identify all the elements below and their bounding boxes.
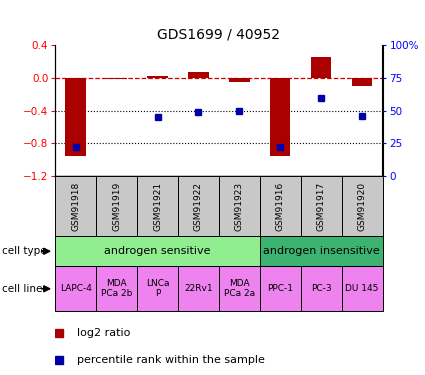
Bar [188,72,209,78]
Text: cell line: cell line [2,284,42,294]
Bar [219,176,260,236]
Bar [55,176,96,236]
Bar [137,266,178,311]
Text: PPC-1: PPC-1 [267,284,293,293]
Bar [260,176,300,236]
Bar [137,176,178,236]
Bar [342,176,383,236]
Text: LNCa
P: LNCa P [146,279,169,298]
Text: percentile rank within the sample: percentile rank within the sample [76,355,264,365]
Text: GSM91920: GSM91920 [357,182,366,231]
Bar [260,236,382,266]
Bar [65,78,86,156]
Bar [147,76,168,78]
Bar [342,266,383,311]
Text: androgen sensitive: androgen sensitive [104,246,211,256]
Bar [219,266,260,311]
Text: MDA
PCa 2a: MDA PCa 2a [224,279,255,298]
Text: androgen insensitive: androgen insensitive [263,246,380,256]
Text: GSM91918: GSM91918 [71,182,80,231]
Bar [260,266,300,311]
Text: cell type: cell type [2,246,47,256]
Bar [178,176,219,236]
Text: PC-3: PC-3 [311,284,332,293]
Bar [352,78,372,86]
Bar [96,176,137,236]
Text: GSM91923: GSM91923 [235,182,244,231]
Bar [96,266,137,311]
Text: GSM91917: GSM91917 [317,182,326,231]
Text: log2 ratio: log2 ratio [76,328,130,339]
Bar [55,266,96,311]
Text: GSM91921: GSM91921 [153,182,162,231]
Text: GSM91916: GSM91916 [276,182,285,231]
Text: GSM91919: GSM91919 [112,182,121,231]
Bar [106,78,127,80]
Text: LAPC-4: LAPC-4 [60,284,92,293]
Bar [300,176,342,236]
Text: 22Rv1: 22Rv1 [184,284,213,293]
Bar [178,266,219,311]
Bar [270,78,290,156]
Title: GDS1699 / 40952: GDS1699 / 40952 [157,27,280,41]
Text: DU 145: DU 145 [346,284,379,293]
Text: GSM91922: GSM91922 [194,182,203,231]
Bar [229,78,249,82]
Bar [55,236,260,266]
Bar [300,266,342,311]
Text: MDA
PCa 2b: MDA PCa 2b [101,279,132,298]
Bar [311,57,332,78]
